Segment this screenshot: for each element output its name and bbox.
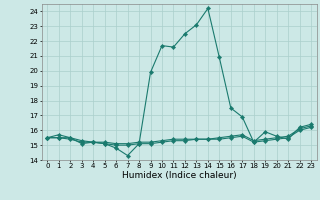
X-axis label: Humidex (Indice chaleur): Humidex (Indice chaleur): [122, 171, 236, 180]
